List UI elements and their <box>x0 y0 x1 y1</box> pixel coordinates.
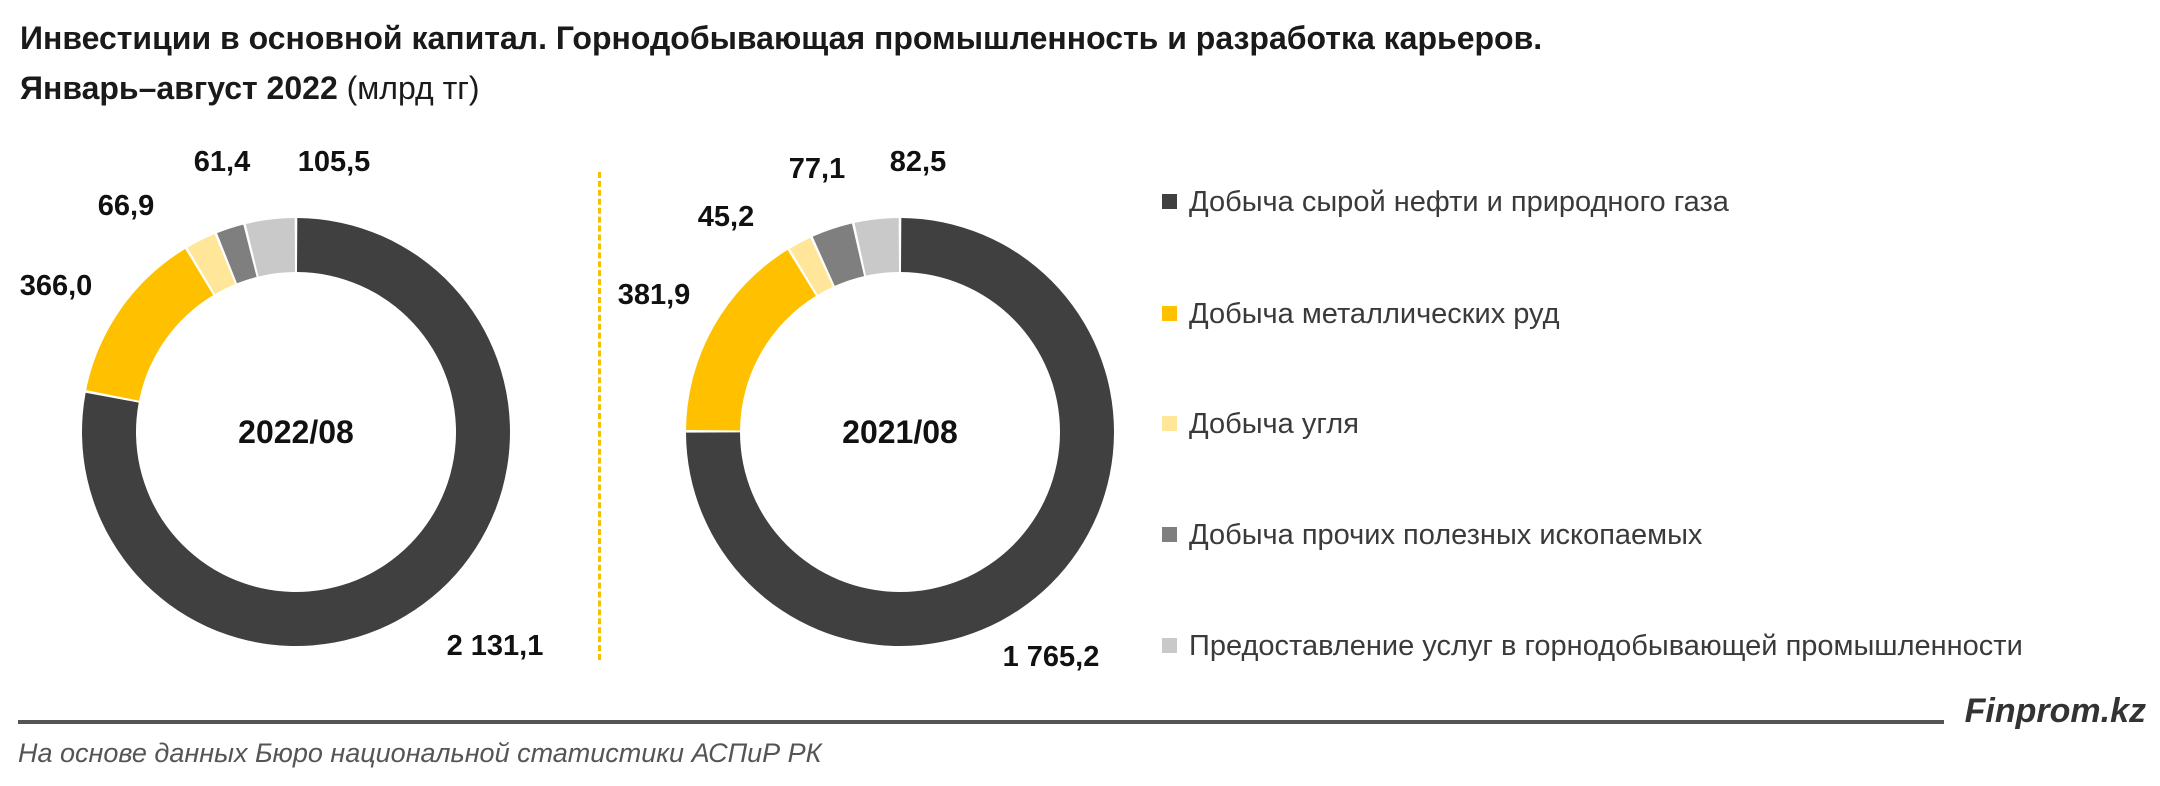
slice-data-label: 66,9 <box>98 190 154 222</box>
legend-label: Предоставление услуг в горнодобывающей п… <box>1189 630 2023 662</box>
donut-slice <box>812 223 865 286</box>
chart-period: Январь–август 2022 <box>20 70 338 106</box>
legend-item: Добыча прочих полезных ископаемых <box>1162 515 1702 555</box>
chart-divider <box>598 172 601 660</box>
legend-swatch <box>1162 526 1177 542</box>
source-note: На основе данных Бюро национальной стати… <box>18 738 822 768</box>
legend-item: Добыча металлических руд <box>1162 294 1560 334</box>
chart-unit: (млрд тг) <box>346 70 480 106</box>
chart-title: Инвестиции в основной капитал. Горнодобы… <box>20 20 1543 56</box>
legend-label: Добыча прочих полезных ископаемых <box>1189 519 1703 551</box>
slice-data-label: 45,2 <box>698 201 754 233</box>
legend-swatch <box>1162 637 1177 653</box>
legend-item: Предоставление услуг в горнодобывающей п… <box>1162 626 2023 666</box>
slice-data-label: 61,4 <box>194 146 250 178</box>
slice-data-label: 2 131,1 <box>447 630 544 662</box>
legend-item: Добыча сырой нефти и природного газа <box>1162 182 1729 222</box>
slice-data-label: 105,5 <box>298 146 371 178</box>
donut-slice <box>854 218 900 276</box>
legend-swatch <box>1162 305 1177 321</box>
donut-slice <box>789 237 833 295</box>
donut-slice <box>217 224 257 284</box>
legend-swatch <box>1162 193 1177 209</box>
slice-data-label: 77,1 <box>789 153 845 185</box>
donut-center-label: 2022/08 <box>238 414 354 450</box>
legend-label: Добыча сырой нефти и природного газа <box>1189 186 1729 218</box>
legend-label: Добыча металлических руд <box>1189 298 1560 330</box>
legend-label: Добыча угля <box>1189 408 1359 440</box>
donut-slice <box>686 249 816 431</box>
legend-item: Добыча угля <box>1162 404 1359 444</box>
slice-data-label: 1 765,2 <box>1003 641 1100 673</box>
brand-logo: Finprom.kz <box>1964 692 2146 730</box>
donut-slice <box>86 248 214 401</box>
slice-data-label: 366,0 <box>20 270 93 302</box>
donut-slice <box>187 234 236 295</box>
slice-data-label: 381,9 <box>618 279 691 311</box>
donut-center-label: 2021/08 <box>842 414 958 450</box>
chart-subtitle: Январь–август 2022 (млрд тг) <box>20 70 480 107</box>
footer-rule <box>18 720 1944 724</box>
donut-slice <box>245 218 296 277</box>
legend-swatch <box>1162 415 1177 431</box>
slice-data-label: 82,5 <box>890 146 946 178</box>
